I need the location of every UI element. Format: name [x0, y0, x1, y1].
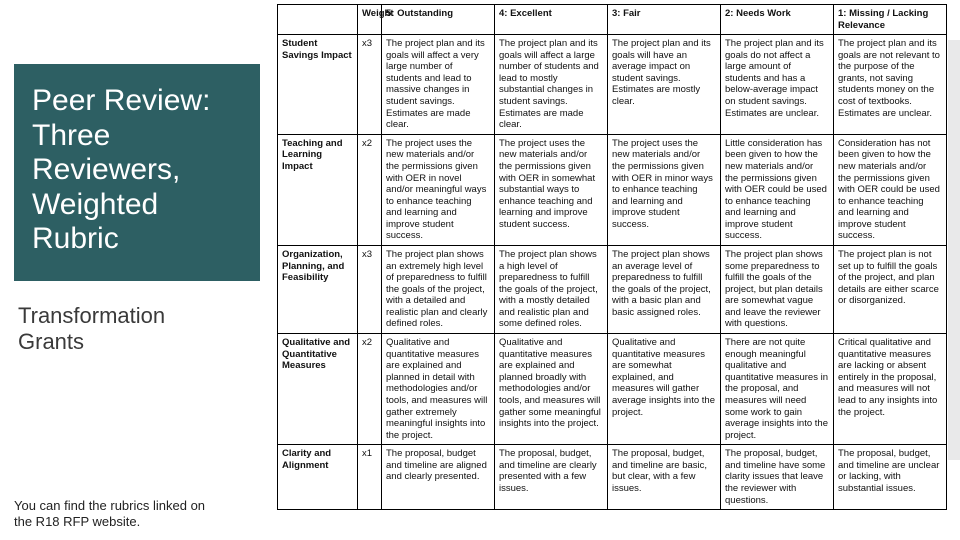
weight-cell: x2: [358, 334, 382, 445]
rubric-row: Student Savings Impact x3 The project pl…: [278, 35, 947, 135]
footnote: You can find the rubrics linked on the R…: [14, 498, 225, 531]
score-cell: There are not quite enough meaningful qu…: [721, 334, 834, 445]
score-cell: Qualitative and quantitative measures ar…: [382, 334, 495, 445]
title-line: Reviewers,: [32, 153, 180, 186]
subhead-line: Grants: [18, 329, 84, 354]
score-cell: The project uses the new materials and/o…: [608, 134, 721, 245]
weight-cell: x1: [358, 445, 382, 510]
criterion-cell: Teaching and Learning Impact: [278, 134, 358, 245]
col-score-2: 2: Needs Work: [721, 5, 834, 35]
score-cell: The proposal, budget and timeline are al…: [382, 445, 495, 510]
col-score-5: 5: Outstanding: [382, 5, 495, 35]
score-cell: The project plan and its goals will affe…: [382, 35, 495, 135]
col-weight: Weight: [358, 5, 382, 35]
score-cell: Consideration has not been given to how …: [834, 134, 947, 245]
rubric-header-row: Weight 5: Outstanding 4: Excellent 3: Fa…: [278, 5, 947, 35]
score-cell: The project plan shows some preparedness…: [721, 245, 834, 333]
footnote-line: You can find the rubrics linked on: [14, 498, 205, 513]
title-line: Weighted: [32, 188, 158, 221]
score-cell: The proposal, budget, and timeline are c…: [495, 445, 608, 510]
weight-cell: x2: [358, 134, 382, 245]
rubric-row: Organization, Planning, and Feasibility …: [278, 245, 947, 333]
score-cell: Qualitative and quantitative measures ar…: [495, 334, 608, 445]
rubric-row: Qualitative and Quantitative Measures x2…: [278, 334, 947, 445]
footnote-line: the R18 RFP website.: [14, 514, 140, 529]
score-cell: The project plan and its goals will affe…: [495, 35, 608, 135]
col-criterion: [278, 5, 358, 35]
score-cell: Critical qualitative and quantitative me…: [834, 334, 947, 445]
criterion-cell: Student Savings Impact: [278, 35, 358, 135]
score-cell: Little consideration has been given to h…: [721, 134, 834, 245]
subhead-line: Transformation: [18, 303, 165, 328]
score-cell: The proposal, budget, and timeline have …: [721, 445, 834, 510]
title-line: Rubric: [32, 222, 119, 255]
page-title: Peer Review: Three Reviewers, Weighted R…: [32, 84, 242, 257]
weight-cell: x3: [358, 35, 382, 135]
rubric-table: Weight 5: Outstanding 4: Excellent 3: Fa…: [277, 4, 947, 510]
decorative-right-strip: [948, 40, 960, 460]
score-cell: The project plan and its goals do not af…: [721, 35, 834, 135]
score-cell: The project plan shows an average level …: [608, 245, 721, 333]
title-box: Peer Review: Three Reviewers, Weighted R…: [14, 64, 260, 281]
left-panel: Peer Review: Three Reviewers, Weighted R…: [0, 0, 270, 540]
col-score-4: 4: Excellent: [495, 5, 608, 35]
score-cell: The proposal, budget, and timeline are b…: [608, 445, 721, 510]
rubric-body: Student Savings Impact x3 The project pl…: [278, 35, 947, 510]
criterion-cell: Organization, Planning, and Feasibility: [278, 245, 358, 333]
score-cell: The project uses the new materials and/o…: [382, 134, 495, 245]
col-score-1: 1: Missing / Lacking Relevance: [834, 5, 947, 35]
criterion-cell: Clarity and Alignment: [278, 445, 358, 510]
title-line: Three: [32, 119, 110, 152]
score-cell: The project plan and its goals are not r…: [834, 35, 947, 135]
score-cell: The project plan shows a high level of p…: [495, 245, 608, 333]
title-line: Peer Review:: [32, 84, 210, 117]
subheading: Transformation Grants: [14, 303, 260, 356]
weight-cell: x3: [358, 245, 382, 333]
score-cell: The project plan shows an extremely high…: [382, 245, 495, 333]
rubric-row: Teaching and Learning Impact x2 The proj…: [278, 134, 947, 245]
score-cell: Qualitative and quantitative measures ar…: [608, 334, 721, 445]
col-score-3: 3: Fair: [608, 5, 721, 35]
score-cell: The proposal, budget, and timeline are u…: [834, 445, 947, 510]
criterion-cell: Qualitative and Quantitative Measures: [278, 334, 358, 445]
score-cell: The project uses the new materials and/o…: [495, 134, 608, 245]
rubric-row: Clarity and Alignment x1 The proposal, b…: [278, 445, 947, 510]
score-cell: The project plan is not set up to fulfil…: [834, 245, 947, 333]
score-cell: The project plan and its goals will have…: [608, 35, 721, 135]
